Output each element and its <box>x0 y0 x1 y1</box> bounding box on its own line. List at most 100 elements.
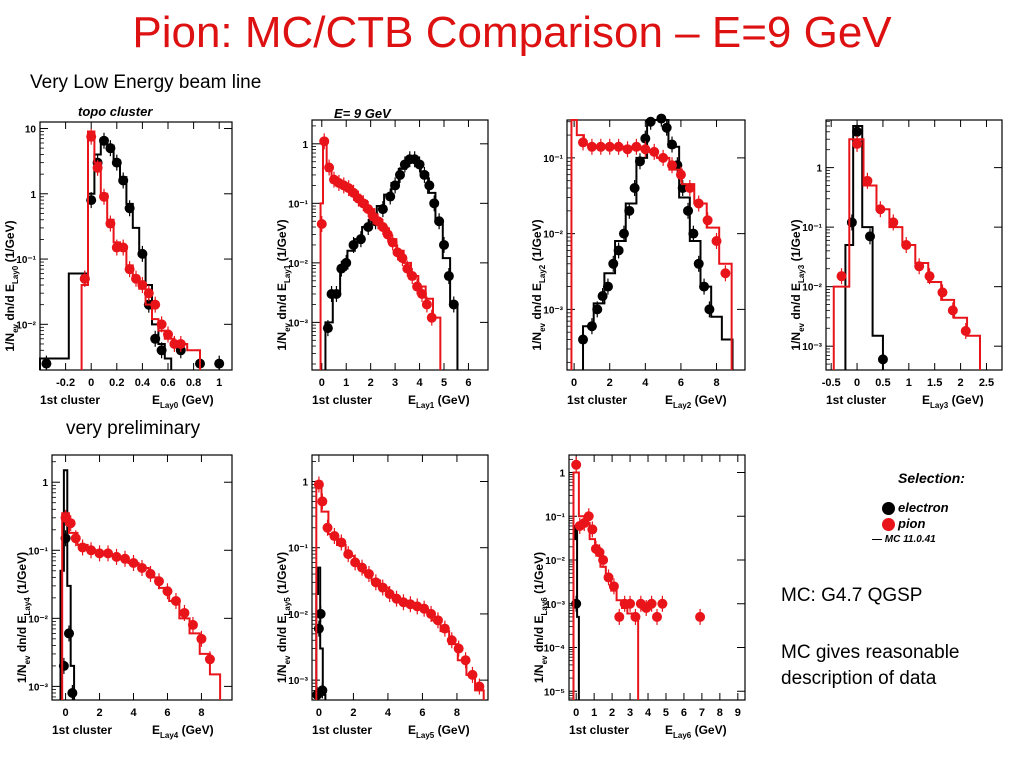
chart-1-pion-point <box>156 319 167 330</box>
chart-3-pion-point <box>649 146 660 157</box>
chart-6-frame <box>311 454 489 701</box>
chart-3-electron-point <box>634 156 645 167</box>
chart-5-ytick-label: 1 <box>42 478 48 489</box>
chart-2-pion-point <box>412 281 423 292</box>
chart-7-xtick-label: 0 <box>573 707 579 719</box>
chart-1-ytick-label: 1 <box>30 190 36 201</box>
chart-4-ytick-label: 10⁻³ <box>802 342 822 353</box>
chart-5-xtick-label: 0 <box>63 707 69 719</box>
chart-5-xtick-label: 8 <box>198 707 204 719</box>
chart-4-xtick-label: 0.5 <box>875 377 890 389</box>
chart-6-xtick-label: 4 <box>385 707 392 719</box>
chart-2-xtick-label: 4 <box>416 377 423 389</box>
chart-4-pion-point <box>888 217 899 228</box>
chart-1-pion-point <box>99 191 109 202</box>
chart-1-electron-point <box>156 345 167 356</box>
chart-4-pion-point <box>836 271 847 282</box>
chart-2-pion-point <box>316 218 327 229</box>
chart-1-ytick-label: 10⁻² <box>16 320 36 331</box>
chart-3-electron-point <box>693 258 704 269</box>
chart-4-pion-point <box>875 204 886 215</box>
chart-2-ytick-label: 10⁻² <box>288 259 308 270</box>
chart-2-electron-point <box>363 222 374 233</box>
chart-6-ytick-label: 10⁻¹ <box>288 544 308 555</box>
chart-7-pion-point <box>625 598 636 609</box>
chart-1-xtick-label: 1 <box>216 377 222 389</box>
chart-1-electron-point <box>214 358 225 369</box>
chart-3-xtick-label: 4 <box>642 377 649 389</box>
chart-4-xtick-label: 2.5 <box>979 377 994 389</box>
chart-2-pion-point <box>426 312 437 323</box>
chart-3-electron-point <box>677 183 688 194</box>
chart-4-pion-point <box>960 325 971 336</box>
chart-5-xtick-label: 4 <box>130 707 137 719</box>
chart-3-electron-point <box>618 228 629 239</box>
chart-1-electron-point <box>41 358 52 369</box>
chart-2-electron-point <box>341 257 352 268</box>
chart-7-ytick-label: 10⁻¹ <box>545 512 565 523</box>
chart-5-frame <box>51 454 233 701</box>
chart-1-pion-point <box>105 218 116 229</box>
chart-6-pion-point <box>460 655 471 666</box>
chart-3-electron-point <box>688 228 699 239</box>
chart-5-ylabel: 1/Nev dn/d ELay4 (1/GeV) <box>15 552 32 683</box>
chart-1-xtick-label: 0.6 <box>160 377 175 389</box>
chart-2-electron-point <box>419 169 430 180</box>
chart-5-pion-point <box>120 553 131 564</box>
chart-6-pion-point <box>426 608 437 619</box>
chart-3-pion-point <box>613 141 624 152</box>
chart-7-xtick-label: 1 <box>591 707 597 719</box>
chart-1-pion-point <box>118 242 129 253</box>
chart-1-xtick-label: 0 <box>88 377 94 389</box>
chart-3-electron-point <box>608 258 619 269</box>
chart-6-pion-point <box>329 531 340 542</box>
chart-1-pion-point <box>131 273 141 284</box>
chart-1-electron-point <box>124 203 135 214</box>
chart-1-xlabel-left: 1st cluster <box>40 393 100 407</box>
mc-model-note: MC: G4.7 QGSP <box>781 585 923 606</box>
chart-4-pion-point <box>914 261 925 272</box>
chart-1-electron-point <box>111 157 122 168</box>
chart-1-electron-mc-histogram <box>39 137 173 370</box>
chart-3-electron-point <box>704 304 715 315</box>
chart-2-pion-point <box>382 229 393 240</box>
chart-2-electron-point <box>390 180 401 191</box>
chart-2-pion-point <box>377 222 388 233</box>
chart-6-pion-point <box>432 615 443 626</box>
chart-2-electron-point <box>385 191 396 202</box>
chart-4-pion-mc-histogram <box>832 138 981 370</box>
legend-mc: — MC 11.0.41 <box>872 534 936 545</box>
chart-6-pion-point <box>474 681 485 692</box>
legend-pion-label: pion <box>898 516 926 531</box>
chart-3-xtick-label: 6 <box>678 377 684 389</box>
chart-5-pion-point <box>137 562 147 573</box>
chart-6-pion-mc-histogram <box>315 480 485 700</box>
chart-7-xtick-label: 5 <box>663 707 669 719</box>
chart-5-pion-point <box>86 545 97 556</box>
chart-2-ytick-label: 10⁻³ <box>288 318 308 329</box>
chart-4-xtick-label: 1.5 <box>927 377 942 389</box>
chart-7-ytick-label: 10⁻³ <box>545 600 565 611</box>
chart-3-xlabel: ELay2 (GeV) <box>665 393 727 410</box>
chart-7-pion-mc-histogram <box>572 471 640 700</box>
chart-2-electron-point <box>414 159 425 170</box>
chart-7-pion-point <box>608 581 619 592</box>
chart-2-xtick-label: 0 <box>319 377 325 389</box>
chart-3-electron-point <box>645 116 656 127</box>
chart-3-electron-point <box>578 334 589 345</box>
chart-6-pion-point <box>453 643 464 654</box>
chart-1-electron-point <box>105 143 116 154</box>
chart-1-pion-point <box>163 329 173 340</box>
chart-3-ytick-label: 10⁻³ <box>543 305 563 316</box>
chart-5-pion-point <box>128 558 139 569</box>
chart-5-pion-point <box>94 548 105 559</box>
chart-4-pion-point <box>947 305 958 316</box>
chart-5-pion-point <box>187 619 198 630</box>
chart-2-xtick-label: 3 <box>392 377 398 389</box>
chart-5-xtick-label: 6 <box>164 707 170 719</box>
chart-5-pion-point <box>70 533 81 544</box>
chart-3-pion-point <box>622 144 633 155</box>
chart-2-electron-point <box>439 239 449 250</box>
chart-2-pion-point <box>417 288 427 299</box>
chart-3-electron-point <box>624 205 635 216</box>
